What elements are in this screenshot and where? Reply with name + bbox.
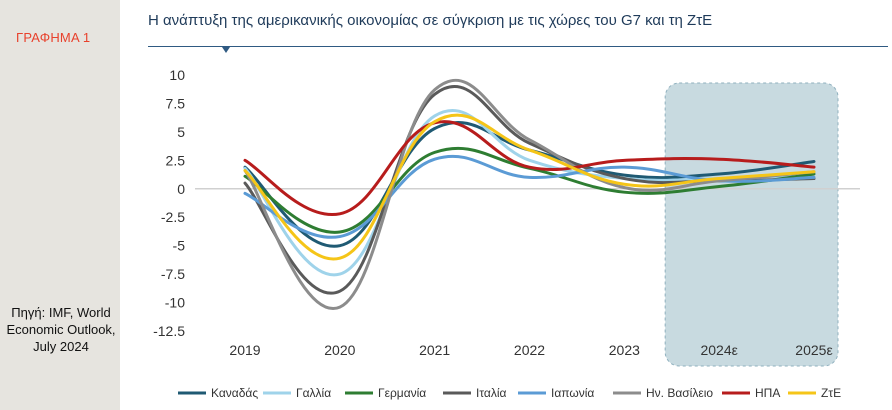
legend-label: ΖτΕ: [821, 386, 841, 400]
y-tick-label: 10: [169, 67, 185, 83]
y-tick-label: -7.5: [161, 266, 185, 282]
x-tick-label: 2025ε: [795, 342, 832, 358]
series-line-3: [243, 146, 816, 234]
forecast-shading: [664, 82, 839, 367]
figure-label: ΓΡΑΦΗΜΑ 1: [16, 30, 91, 45]
legend-label: Γαλλία: [296, 386, 331, 400]
legend-label: Ιαπωνία: [551, 386, 594, 400]
x-tick-label: 2024ε: [700, 342, 737, 358]
x-tick-label: 2022: [514, 342, 545, 358]
x-tick-label: 2023: [609, 342, 640, 358]
y-tick-label: -5: [173, 238, 186, 254]
y-tick-label: -12.5: [153, 323, 185, 339]
x-tick-label: 2020: [324, 342, 355, 358]
y-tick-label: -2.5: [161, 209, 185, 225]
legend-label: Γερμανία: [378, 386, 426, 400]
legend-label: Καναδάς: [211, 386, 258, 400]
y-tick-label: 5: [177, 124, 185, 140]
legend-label: Ιταλία: [476, 386, 507, 400]
y-tick-label: 7.5: [166, 95, 186, 111]
title-notch-marker: [222, 47, 230, 53]
source-note: Πηγή: IMF, World Economic Outlook, July …: [6, 305, 116, 354]
y-tick-label: 2.5: [166, 152, 186, 168]
title-rule: [148, 46, 888, 47]
x-tick-label: 2021: [419, 342, 450, 358]
chart-title: Η ανάπτυξη της αμερικανικής οικονομίας σ…: [148, 12, 713, 29]
series-line-7: [243, 120, 816, 217]
series-line-6: [243, 78, 816, 310]
series-line-1: [243, 121, 816, 248]
side-panel: [0, 0, 120, 410]
y-tick-label: -10: [165, 295, 185, 311]
y-tick-label: 0: [177, 181, 185, 197]
x-tick-label: 2019: [229, 342, 260, 358]
legend-label: ΗΠΑ: [755, 386, 780, 400]
legend-label: Ην. Βασίλειο: [646, 386, 713, 400]
series-line-8: [243, 113, 816, 261]
